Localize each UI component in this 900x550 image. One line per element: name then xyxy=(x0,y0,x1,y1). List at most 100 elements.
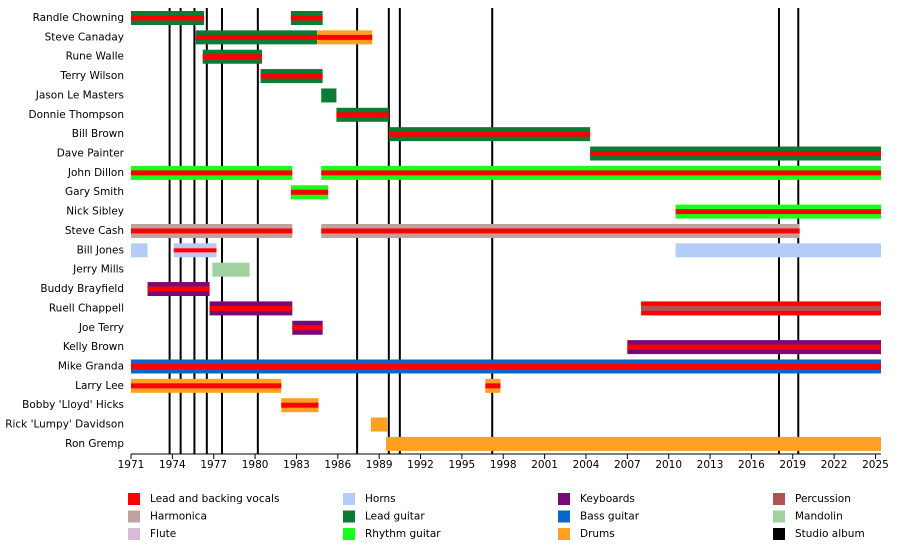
member-bar xyxy=(675,204,881,219)
role-band xyxy=(147,286,210,292)
legend-label: Mandolin xyxy=(795,511,843,523)
member-bar xyxy=(281,398,319,413)
member-name: Ron Gremp xyxy=(65,438,124,450)
member-name: Joe Terry xyxy=(78,322,124,334)
x-tick-label: 2025 xyxy=(862,459,889,471)
x-tick-label: 2016 xyxy=(738,459,765,471)
legend-label: Studio album xyxy=(795,528,865,540)
member-bar xyxy=(131,223,293,238)
legend-label: Lead and backing vocals xyxy=(150,493,279,505)
legend-label: Harmonica xyxy=(150,511,207,523)
member-bar xyxy=(292,320,323,335)
role-band xyxy=(388,131,591,137)
member-bar xyxy=(590,146,881,161)
member-bar xyxy=(485,378,501,393)
legend-swatch xyxy=(558,528,570,540)
x-tick-label: 1977 xyxy=(200,459,227,471)
member-bar xyxy=(317,30,373,45)
legend-swatch xyxy=(558,493,570,505)
role-band xyxy=(195,34,318,40)
role-band xyxy=(281,402,319,408)
member-name: Dave Painter xyxy=(57,148,125,160)
member-bar xyxy=(202,49,262,64)
x-tick-label: 2004 xyxy=(573,459,600,471)
member-name: Nick Sibley xyxy=(66,206,124,218)
role-band xyxy=(321,228,800,234)
legend-label: Lead guitar xyxy=(365,511,425,523)
member-name: Rune Walle xyxy=(66,51,124,63)
member-bar xyxy=(321,165,882,180)
member-name: Rick 'Lumpy' Davidson xyxy=(5,419,124,431)
role-band xyxy=(321,88,337,103)
x-tick-label: 1971 xyxy=(118,459,145,471)
x-tick-label: 2022 xyxy=(821,459,848,471)
x-tick-label: 1980 xyxy=(242,459,269,471)
member-bar xyxy=(260,69,323,84)
role-band xyxy=(292,325,323,331)
member-bar xyxy=(321,88,337,103)
legend-swatch xyxy=(773,493,785,505)
member-bar xyxy=(388,127,591,142)
member-name: Terry Wilson xyxy=(59,70,124,82)
role-band xyxy=(131,243,148,258)
role-band xyxy=(131,363,881,369)
x-tick-label: 1974 xyxy=(159,459,186,471)
legend-swatch xyxy=(343,493,355,505)
legend-label: Drums xyxy=(580,528,615,540)
x-tick-label: 1983 xyxy=(283,459,310,471)
x-tick-label: 1986 xyxy=(324,459,351,471)
role-band xyxy=(131,383,282,389)
member-bar xyxy=(641,301,881,316)
member-bar xyxy=(131,378,282,393)
role-band xyxy=(627,344,881,350)
x-tick-label: 2019 xyxy=(779,459,806,471)
x-tick-label: 2007 xyxy=(614,459,641,471)
member-name: Bill Jones xyxy=(77,244,124,256)
member-bar xyxy=(209,301,293,316)
role-band xyxy=(173,248,217,253)
legend-swatch xyxy=(128,528,140,540)
legend-label: Flute xyxy=(150,528,176,540)
role-band xyxy=(290,15,323,21)
role-band xyxy=(212,262,250,277)
role-band xyxy=(131,170,293,176)
member-name: Bobby 'Lloyd' Hicks xyxy=(22,399,124,411)
legend-swatch xyxy=(343,528,355,540)
member-bar xyxy=(386,436,881,451)
member-name: Randle Chowning xyxy=(33,12,124,24)
role-band xyxy=(590,151,881,157)
member-bar xyxy=(370,417,388,432)
member-name: Buddy Brayfield xyxy=(40,283,124,295)
member-bar xyxy=(321,223,800,238)
role-band xyxy=(675,243,881,258)
role-band xyxy=(317,34,373,40)
member-bar xyxy=(173,243,217,258)
member-name: Ruell Chappell xyxy=(49,302,124,314)
x-tick-label: 1989 xyxy=(366,459,393,471)
member-name: John Dillon xyxy=(67,167,124,179)
member-bar xyxy=(131,243,148,258)
role-band xyxy=(131,228,293,234)
member-name: Steve Cash xyxy=(65,225,124,237)
role-band xyxy=(336,112,389,118)
member-bar xyxy=(131,359,881,374)
member-bar xyxy=(131,165,293,180)
member-name: Bill Brown xyxy=(72,128,124,140)
role-band xyxy=(202,54,262,60)
legend-label: Rhythm guitar xyxy=(365,528,441,540)
legend-swatch xyxy=(128,493,140,505)
member-bar xyxy=(675,243,881,258)
member-bar xyxy=(290,185,329,200)
member-name: Jerry Mills xyxy=(72,264,124,276)
role-band xyxy=(260,73,323,79)
role-band xyxy=(386,436,881,451)
x-tick-label: 1992 xyxy=(407,459,434,471)
member-bar xyxy=(627,340,881,355)
role-band xyxy=(485,383,501,389)
member-name: Larry Lee xyxy=(75,380,124,392)
member-bar xyxy=(131,11,205,25)
member-name: Mike Granda xyxy=(58,360,124,372)
role-band xyxy=(370,417,388,432)
x-tick-label: 2001 xyxy=(531,459,558,471)
